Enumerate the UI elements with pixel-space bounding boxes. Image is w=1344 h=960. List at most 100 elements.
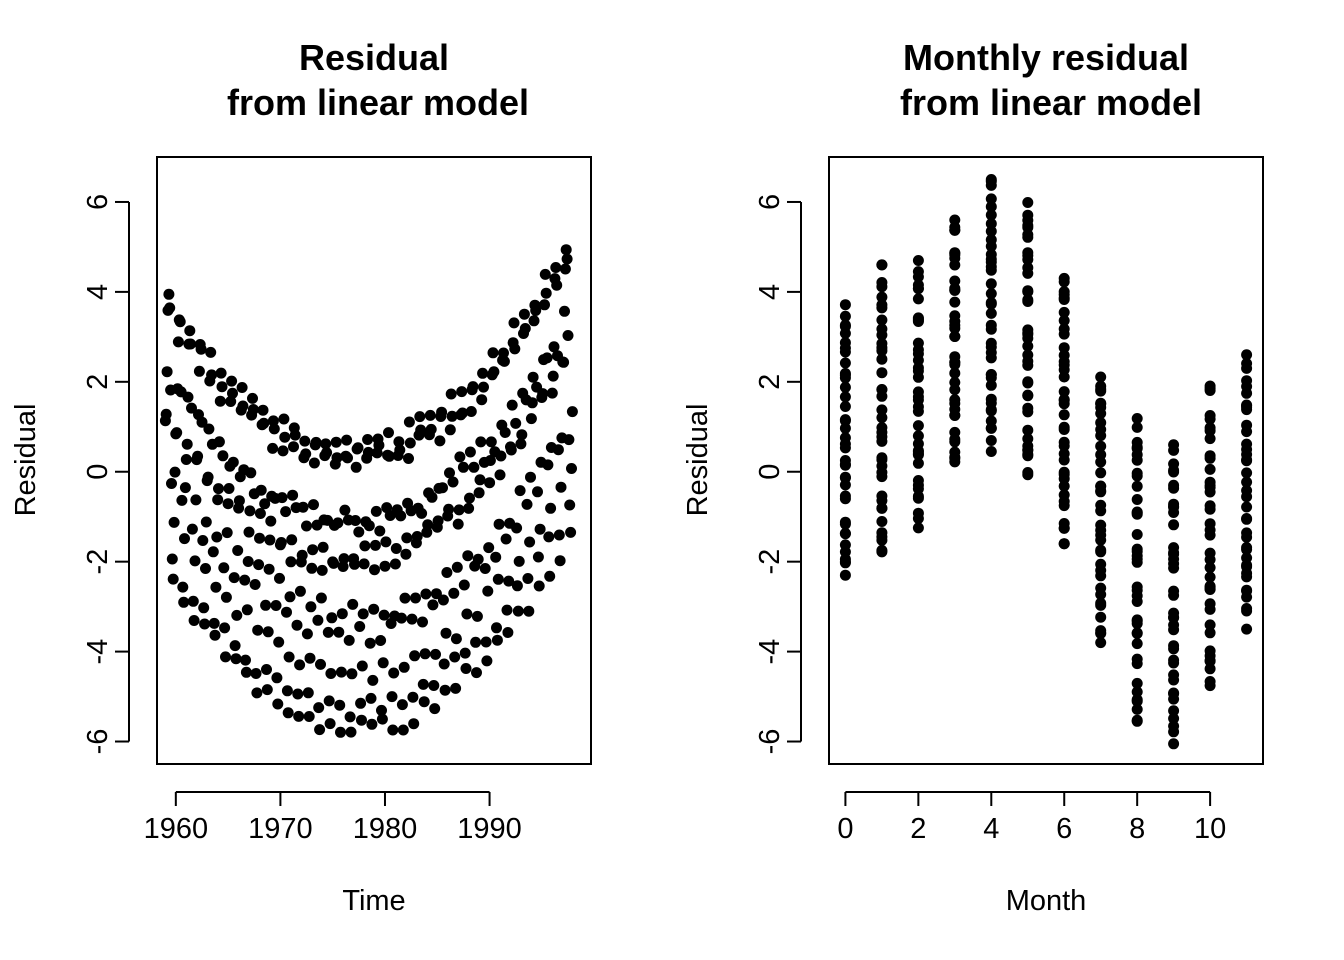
left-data-point: [540, 287, 552, 299]
left-data-point: [411, 531, 423, 542]
right-data-point: [839, 342, 851, 354]
left-data-point: [511, 580, 523, 592]
left-data-point: [186, 523, 198, 535]
left-data-point: [171, 427, 183, 439]
left-y-axis-label: Residual: [10, 404, 42, 517]
left-data-point: [346, 668, 358, 680]
left-data-point: [249, 579, 261, 590]
left-data-point: [270, 600, 282, 611]
left-data-point: [525, 413, 537, 425]
left-data-point: [564, 499, 576, 511]
left-data-point: [368, 603, 380, 615]
left-data-point: [221, 527, 233, 539]
left-data-point: [188, 615, 200, 626]
left-data-point: [214, 395, 226, 407]
left-data-point: [163, 288, 175, 300]
left-data-point: [178, 596, 190, 608]
right-data-point: [876, 314, 888, 326]
right-data-point: [1058, 342, 1070, 354]
right-data-point: [949, 319, 961, 331]
left-data-point: [331, 452, 343, 464]
right-data-point: [1131, 653, 1143, 665]
left-data-point: [243, 526, 255, 538]
right-data-point: [985, 201, 997, 213]
left-data-point: [481, 655, 493, 667]
right-data-point: [1022, 390, 1034, 402]
right-x-tick-label: 0: [837, 813, 853, 845]
left-data-point: [491, 634, 503, 646]
left-data-point: [409, 650, 421, 662]
left-data-point: [519, 323, 531, 334]
left-data-point: [277, 445, 289, 457]
left-data-point: [237, 400, 249, 412]
right-data-point: [1204, 422, 1216, 434]
left-data-point: [479, 563, 491, 574]
right-data-point: [1058, 500, 1070, 512]
left-data-point: [305, 601, 317, 613]
right-data-point: [1095, 499, 1107, 511]
left-data-point: [551, 279, 563, 291]
right-data-point: [1058, 489, 1070, 501]
left-data-point: [527, 371, 539, 383]
right-x-tick-label: 2: [910, 813, 926, 845]
left-data-point: [401, 532, 413, 544]
right-data-point: [1095, 625, 1107, 637]
left-data-point: [387, 724, 399, 736]
left-data-point: [477, 367, 489, 379]
left-data-point: [203, 423, 215, 435]
left-data-point: [539, 299, 550, 311]
left-data-point: [216, 381, 228, 393]
right-data-point: [1168, 458, 1180, 470]
left-data-point: [499, 427, 511, 438]
right-data-point: [839, 310, 851, 322]
right-data-point: [985, 405, 997, 417]
right-data-point: [1204, 503, 1216, 515]
left-data-point: [207, 546, 219, 558]
left-data-point: [359, 540, 371, 552]
right-data-point: [839, 546, 851, 558]
right-y-axis-label: Residual: [682, 404, 714, 517]
left-data-point: [161, 366, 173, 378]
right-data-point: [912, 475, 924, 486]
left-data-point: [419, 648, 431, 660]
left-data-point: [508, 317, 520, 329]
right-data-point: [1131, 494, 1143, 505]
left-data-point: [460, 663, 472, 674]
left-data-point: [198, 602, 210, 614]
left-data-point: [376, 713, 388, 725]
right-data-point: [949, 214, 961, 226]
right-data-point: [1022, 294, 1034, 306]
left-data-point: [554, 555, 566, 567]
right-data-point: [1168, 585, 1180, 597]
left-data-point: [353, 526, 365, 538]
right-data-point: [912, 438, 924, 450]
left-data-point: [299, 435, 311, 447]
left-data-point: [358, 558, 370, 570]
right-data-point: [1022, 377, 1034, 389]
right-data-point: [1058, 394, 1070, 406]
left-data-point: [174, 316, 186, 328]
right-data-point: [985, 379, 997, 391]
left-data-point: [352, 442, 364, 454]
right-data-point: [876, 466, 888, 478]
right-data-point: [876, 502, 888, 514]
left-data-point: [440, 627, 452, 639]
left-data-point: [257, 404, 269, 416]
right-data-point: [876, 291, 888, 303]
right-data-point: [876, 454, 888, 466]
left-x-tick-label: 1980: [353, 813, 418, 845]
right-data-point: [1058, 289, 1070, 301]
right-data-point: [949, 426, 961, 438]
left-data-point: [427, 599, 439, 611]
left-data-point: [315, 658, 326, 670]
left-data-point: [543, 531, 555, 543]
left-data-point: [227, 456, 239, 468]
left-data-point: [378, 609, 390, 621]
left-data-point: [261, 684, 273, 696]
left-data-point: [383, 450, 395, 462]
right-y-tick-label: 4: [754, 284, 786, 300]
left-data-point: [509, 343, 521, 355]
right-data-point: [912, 337, 924, 349]
right-data-point: [1241, 362, 1253, 374]
right-data-point: [1241, 349, 1253, 361]
